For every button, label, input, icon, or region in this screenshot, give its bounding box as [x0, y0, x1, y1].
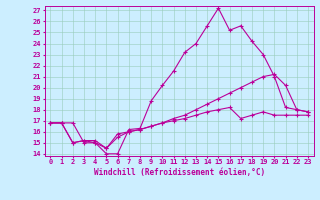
X-axis label: Windchill (Refroidissement éolien,°C): Windchill (Refroidissement éolien,°C) [94, 168, 265, 177]
